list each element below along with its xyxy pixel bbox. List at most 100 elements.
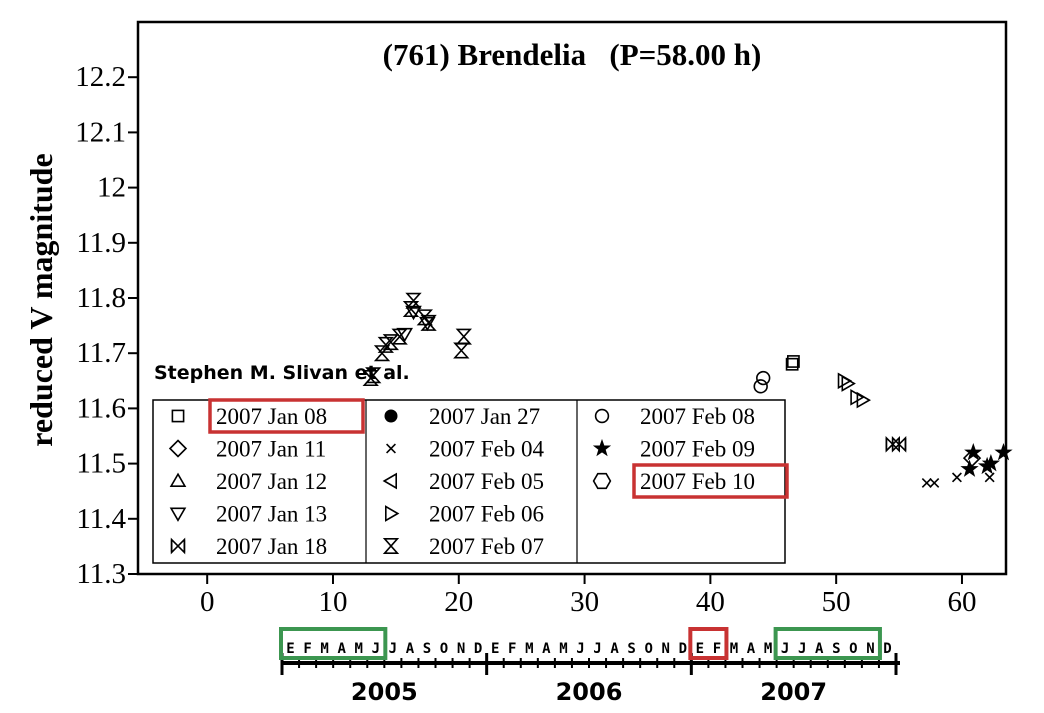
data-point <box>365 367 382 384</box>
y-tick-label: 12.1 <box>75 116 126 148</box>
y-tick-label: 11.8 <box>76 282 126 314</box>
y-tick-label: 12 <box>97 172 126 204</box>
legend-label: 2007 Jan 08 <box>216 404 327 429</box>
month-label: M <box>764 641 772 657</box>
legend-marker <box>170 537 186 555</box>
series-2007-feb-08 <box>753 370 771 394</box>
month-label: J <box>798 641 806 657</box>
month-label: A <box>337 641 346 657</box>
month-label: J <box>593 641 601 657</box>
legend-entry: 2007 Feb 05 <box>382 469 544 494</box>
chart-title: (761) Brendelia (P=58.00 h) <box>383 37 762 72</box>
month-label: A <box>610 641 619 657</box>
legend-label: 2007 Feb 05 <box>429 469 544 494</box>
legend-marker <box>384 505 400 522</box>
legend-entry: 2007 Jan 12 <box>169 469 327 494</box>
legend-marker <box>386 443 396 454</box>
legend-entry: 2007 Feb 06 <box>384 502 544 527</box>
series-2007-jan-08 <box>785 355 800 371</box>
x-tick-label: 60 <box>947 586 976 618</box>
data-point <box>787 355 800 368</box>
legend-entry: 2007 Jan 13 <box>169 502 327 527</box>
data-point <box>994 442 1013 461</box>
timeline-highlight <box>279 627 388 660</box>
legend-marker <box>169 472 187 488</box>
data-point <box>856 391 871 409</box>
y-tick-label: 11.3 <box>76 558 126 590</box>
legend-entry: 2007 Jan 27 <box>384 404 540 429</box>
legend-box <box>152 399 786 564</box>
legend-marker <box>169 507 187 522</box>
month-label: M <box>559 641 567 657</box>
month-label: F <box>508 641 516 657</box>
month-label: J <box>781 641 789 657</box>
legend-marker <box>382 537 400 555</box>
data-point <box>405 292 422 309</box>
month-label: N <box>866 641 874 657</box>
y-tick-label: 12.2 <box>75 61 126 93</box>
legend-label: 2007 Feb 10 <box>640 469 755 494</box>
data-point <box>921 477 932 488</box>
legend-highlight <box>632 463 789 499</box>
data-point <box>753 379 768 394</box>
legend-label: 2007 Feb 09 <box>640 437 755 462</box>
data-point <box>756 370 771 386</box>
month-label: J <box>372 641 380 657</box>
legend-label: 2007 Jan 13 <box>216 502 327 527</box>
month-label: A <box>542 641 551 657</box>
data-point <box>951 472 962 483</box>
month-label: M <box>525 641 533 657</box>
legend-label: 2007 Jan 18 <box>216 534 327 559</box>
data-point <box>362 370 379 387</box>
legend-marker <box>382 472 398 490</box>
legend-entry: 2007 Jan 08 <box>171 398 365 434</box>
y-axis: 11.3 11.4 11.5 11.6 11.7 11.8 11.9 12 12.1 12.2 <box>75 61 138 590</box>
data-point <box>391 328 408 345</box>
legend-entry: 2007 Feb 04 <box>386 437 545 462</box>
data-point <box>785 357 799 371</box>
author-credit: Stephen M. Slivan et al. <box>154 362 410 384</box>
year-label: 2006 <box>556 678 623 706</box>
legend-label: 2007 Jan 11 <box>216 437 326 462</box>
month-label: D <box>679 641 687 657</box>
month-label: A <box>815 641 824 657</box>
data-point <box>841 375 856 392</box>
month-label: D <box>474 641 482 657</box>
month-label: S <box>832 641 840 657</box>
month-label: F <box>303 641 311 657</box>
y-tick-label: 11.5 <box>76 448 126 480</box>
data-point <box>455 328 472 345</box>
legend-entry: 2007 Feb 08 <box>594 404 755 429</box>
legend-label: 2007 Feb 04 <box>429 437 545 462</box>
month-label: O <box>440 641 448 657</box>
month-label: E <box>696 641 704 657</box>
month-label: O <box>644 641 652 657</box>
legend-marker <box>592 438 612 457</box>
legend-entry: 2007 Feb 10 <box>592 463 789 499</box>
series-2007-feb-07 <box>362 292 472 387</box>
x-tick-label: 20 <box>444 586 473 618</box>
month-label: O <box>849 641 857 657</box>
month-label: D <box>883 641 891 657</box>
month-label: S <box>423 641 431 657</box>
month-label: N <box>457 641 465 657</box>
y-tick-label: 11.9 <box>76 227 126 259</box>
legend-entry: 2007 Jan 11 <box>168 437 326 462</box>
x-tick-label: 0 <box>200 586 215 618</box>
y-tick-label: 11.4 <box>76 503 126 535</box>
year-label: 2007 <box>760 678 827 706</box>
month-label: N <box>662 641 670 657</box>
year-label: 2005 <box>351 678 418 706</box>
data-point <box>420 314 437 331</box>
legend-label: 2007 Feb 08 <box>640 404 755 429</box>
month-label: J <box>389 641 397 657</box>
month-label: M <box>320 641 328 657</box>
x-tick-label: 30 <box>570 586 599 618</box>
month-label: E <box>491 641 499 657</box>
x-tick-label: 50 <box>822 586 851 618</box>
month-label: E <box>286 641 294 657</box>
legend-marker <box>171 409 185 423</box>
x-axis: 0 10 20 30 40 50 60 <box>200 574 976 618</box>
month-label: M <box>730 641 738 657</box>
